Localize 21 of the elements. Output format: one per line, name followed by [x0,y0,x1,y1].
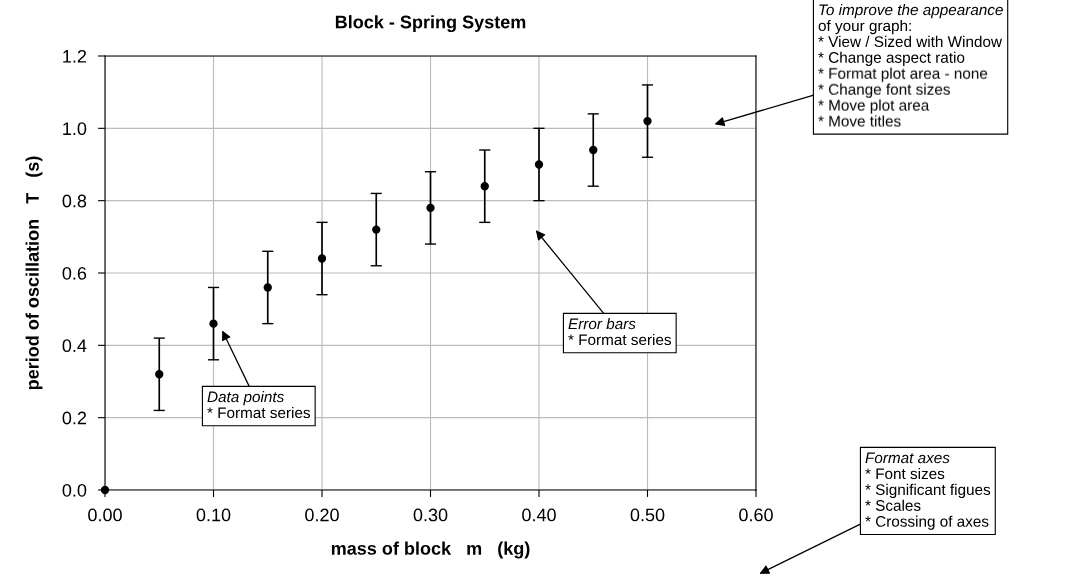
y-axis-title: period of oscillation T (s) [25,156,43,390]
y-tick-label: 0.4 [62,339,87,353]
x-axis-title: mass of block m (kg) [331,541,530,559]
y-tick-label: 1.0 [63,122,87,136]
x-tick-label: 0.40 [522,508,556,522]
x-tick-label: 0.00 [88,508,122,522]
annotation: Error bars * Format series [568,318,672,346]
x-tick-label: 0.50 [630,508,665,522]
annotation: Data points * Format series [207,391,311,419]
x-tick-label: 0.10 [196,508,231,522]
y-tick-label: 0.2 [62,411,87,425]
y-tick-label: 1.2 [63,49,87,63]
y-tick-label: 0.0 [62,483,87,497]
text: Format axes * Font sizes * Significant figues * Scales * Crossing of axes [865,452,991,530]
x-tick-label: 0.20 [305,508,339,522]
x-tick-label: 0.30 [413,508,448,522]
y-tick-label: 0.6 [62,266,87,280]
x-tick-label: 0.60 [739,508,773,522]
point [643,116,652,126]
y-tick-label: 0.8 [62,194,87,208]
chart-title: Block - Spring System [335,15,526,33]
